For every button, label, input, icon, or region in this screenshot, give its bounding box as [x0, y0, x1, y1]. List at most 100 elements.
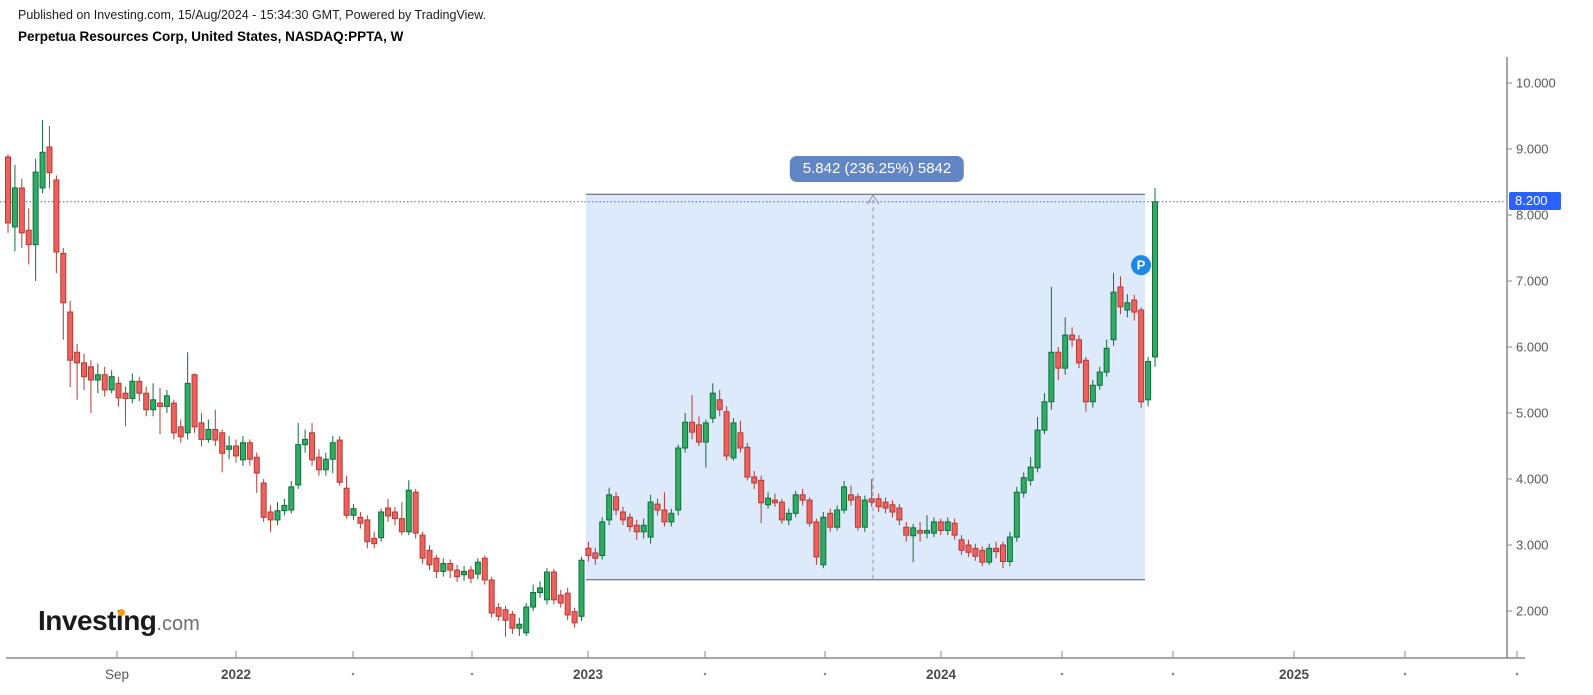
- candle-up: [861, 499, 868, 528]
- candle-down: [744, 446, 751, 478]
- candle-down: [343, 487, 350, 516]
- candle-down: [633, 524, 640, 533]
- candle-down: [1069, 334, 1076, 341]
- candle-up: [709, 392, 716, 419]
- candle-up: [930, 521, 937, 534]
- candle-up: [640, 524, 647, 533]
- candle-up: [668, 512, 675, 523]
- candle-up: [537, 587, 544, 594]
- candle-down: [1055, 351, 1062, 369]
- candle-up: [785, 512, 792, 521]
- candle-down: [868, 498, 875, 503]
- candle-down: [371, 537, 378, 545]
- candle-down: [689, 421, 696, 433]
- candle-down: [212, 429, 219, 441]
- candle-down: [233, 445, 240, 457]
- time-tick-label: 2024: [926, 667, 957, 682]
- time-minor-dot: [1060, 672, 1064, 676]
- candle-down: [592, 552, 599, 559]
- candle-down: [419, 534, 426, 559]
- candle-down: [253, 456, 260, 474]
- candle-up: [1110, 291, 1117, 341]
- price-tick-label: 2.000: [1516, 604, 1549, 619]
- candle-down: [1138, 309, 1145, 403]
- candle-down: [60, 252, 67, 304]
- time-tick-label: 2025: [1279, 667, 1310, 682]
- candle-down: [1131, 299, 1138, 313]
- candle-down: [799, 494, 806, 501]
- time-minor-dot: [1171, 672, 1175, 676]
- chart-header: Published on Investing.com, 15/Aug/2024 …: [18, 8, 486, 44]
- candle-down: [778, 501, 785, 521]
- candle-up: [647, 501, 654, 538]
- candle-down: [391, 511, 398, 520]
- candle-down: [433, 557, 440, 572]
- candle-up: [834, 509, 841, 528]
- candle-down: [875, 498, 882, 508]
- candle-up: [730, 422, 737, 459]
- candle-up: [1041, 401, 1048, 431]
- candle-down: [136, 380, 143, 394]
- candle-down: [758, 479, 765, 504]
- candle-down: [882, 501, 889, 509]
- candle-down: [958, 539, 965, 551]
- candle-up: [675, 447, 682, 511]
- candle-down: [550, 571, 557, 601]
- candle-down: [385, 507, 392, 517]
- candle-up: [986, 547, 993, 563]
- candle-up: [792, 494, 799, 514]
- candle-up: [440, 562, 447, 572]
- candle-down: [191, 374, 198, 428]
- candle-down: [364, 519, 371, 543]
- candle-down: [87, 366, 94, 381]
- candle-up: [1062, 334, 1069, 369]
- candle-up: [944, 521, 951, 531]
- candle-down: [53, 179, 60, 253]
- measurement-tool-label[interactable]: 5.842 (236.25%) 5842: [789, 156, 965, 182]
- price-tick-label: 9.000: [1516, 142, 1549, 157]
- candle-down: [716, 399, 723, 411]
- candle-down: [426, 549, 433, 566]
- candle-down: [157, 402, 164, 407]
- candle-down: [219, 432, 226, 454]
- time-minor-dot: [470, 672, 474, 676]
- measurement-arrowhead-icon: [866, 194, 880, 205]
- candle-up: [1034, 429, 1041, 469]
- candle-down: [509, 613, 516, 629]
- candle-down: [751, 476, 758, 484]
- candle-up: [32, 171, 39, 246]
- candle-down: [454, 569, 461, 578]
- time-tick-label: 2023: [573, 667, 604, 682]
- logo-suffix-text: .com: [156, 613, 200, 635]
- candle-down: [737, 432, 744, 449]
- candle-down: [571, 611, 578, 624]
- candle-down: [896, 507, 903, 521]
- candle-down: [74, 351, 81, 364]
- candle-down: [447, 562, 454, 571]
- candle-down: [626, 516, 633, 528]
- candle-up: [150, 399, 157, 411]
- candle-down: [813, 521, 820, 558]
- candle-up: [163, 395, 170, 407]
- candle-down: [847, 494, 854, 501]
- candle-down: [495, 607, 502, 617]
- candle-down: [695, 424, 702, 443]
- candle-up: [820, 516, 827, 566]
- p-marker-icon[interactable]: [1131, 255, 1151, 276]
- time-minor-dot: [823, 672, 827, 676]
- candle-up: [1096, 371, 1103, 386]
- candle-up: [516, 623, 523, 629]
- candle-up: [1152, 201, 1158, 358]
- candle-down: [246, 442, 253, 460]
- candle-down: [115, 382, 122, 399]
- candle-down: [101, 374, 108, 391]
- candle-up: [1145, 361, 1152, 401]
- candle-up: [461, 570, 468, 576]
- candle-up: [108, 376, 115, 391]
- candle-down: [917, 529, 924, 534]
- time-tick-label: 2022: [221, 667, 251, 682]
- candle-down: [999, 544, 1006, 562]
- candle-down: [177, 426, 184, 438]
